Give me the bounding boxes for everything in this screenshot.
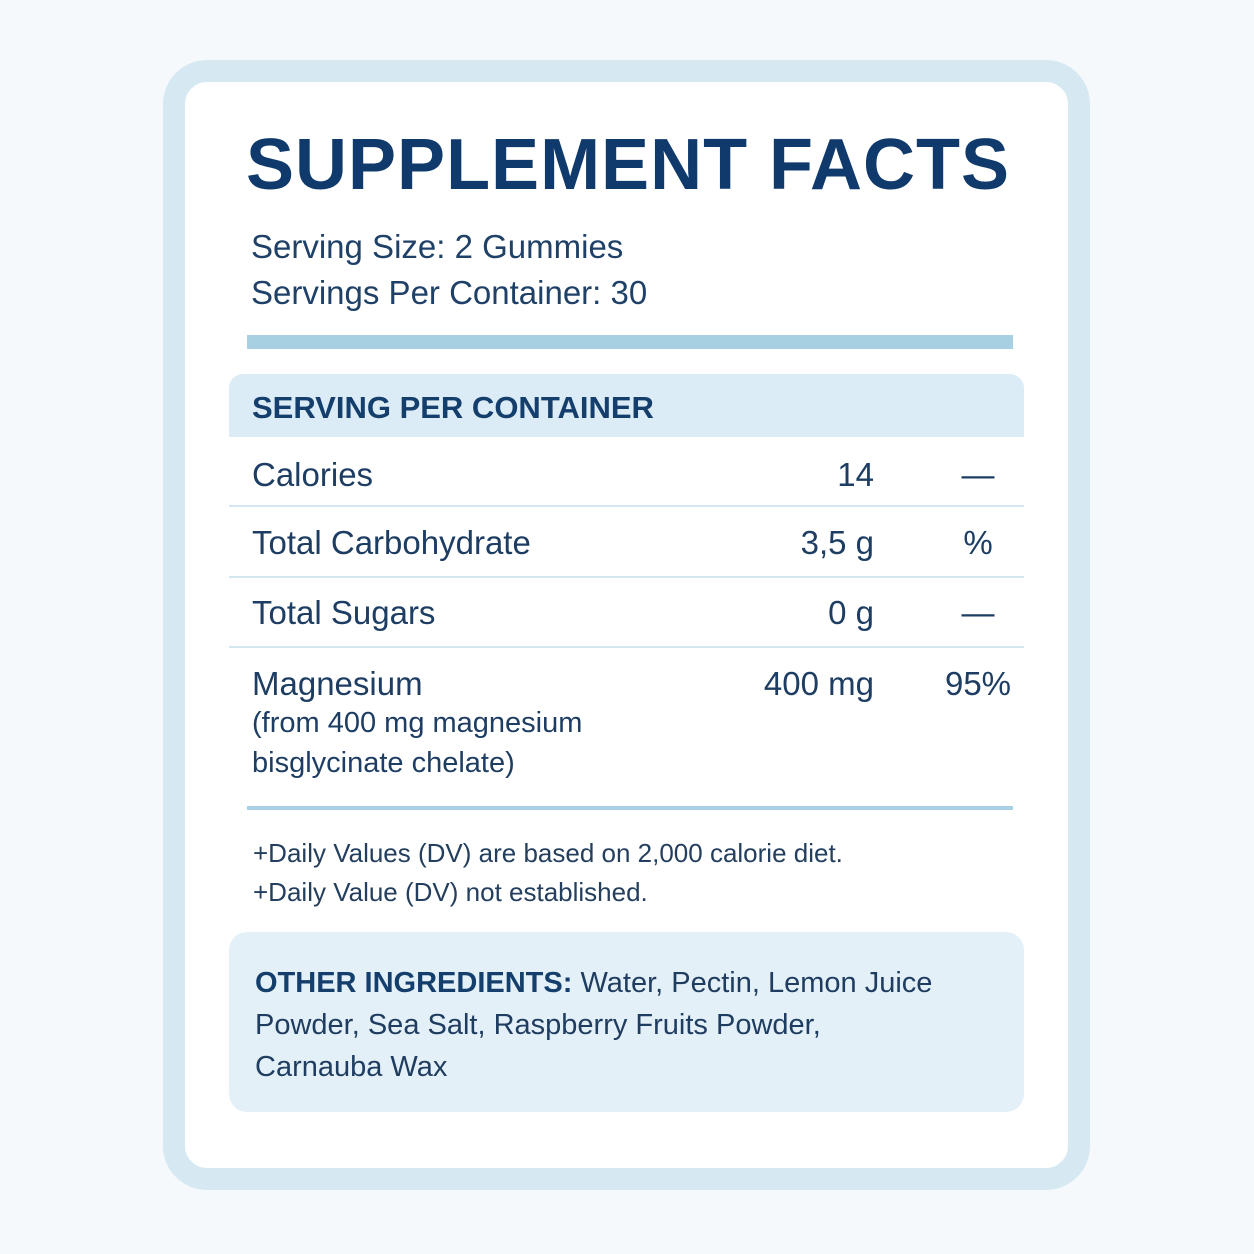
footnote: +Daily Values (DV) are based on 2,000 ca… [253, 838, 843, 868]
servings-per-container: Servings Per Container: 30 [251, 274, 648, 311]
table-header-text: SERVING PER CONTAINER [252, 390, 654, 425]
ingredients-text: Water, Pectin, Lemon Juice Powder, Sea S… [255, 967, 933, 1083]
title: SUPPLEMENT FACTS [246, 125, 1011, 205]
amount: 0 g [828, 594, 874, 631]
amount: 400 mg [763, 665, 874, 702]
divider [247, 806, 1013, 810]
ingredients: OTHER INGREDIENTS: Water, Pectin, Lemon … [255, 962, 935, 1088]
divider [247, 335, 1013, 349]
row-separator [229, 505, 1024, 507]
nutrient-name: Magnesium [252, 665, 423, 702]
nutrient-name: Total Sugars [252, 594, 436, 631]
ingredients-box: OTHER INGREDIENTS: Water, Pectin, Lemon … [229, 932, 1024, 1112]
row-separator [229, 576, 1024, 578]
nutrient-note: bisglycinate chelate) [252, 747, 515, 779]
amount: 14 [837, 456, 874, 493]
nutrient-note: (from 400 mg magnesium [252, 707, 583, 739]
ingredients-label: OTHER INGREDIENTS: [255, 967, 573, 999]
serving-size: Serving Size: 2 Gummies [251, 228, 624, 265]
daily-value: — [961, 456, 995, 493]
footnote: +Daily Value (DV) not established. [253, 877, 648, 907]
daily-value: % [963, 524, 993, 561]
nutrient-name: Total Carbohydrate [252, 524, 531, 561]
row-separator [229, 646, 1024, 648]
nutrient-name: Calories [252, 456, 374, 493]
daily-value: — [961, 594, 995, 631]
table-header: SERVING PER CONTAINER [229, 374, 1024, 437]
daily-value: 95% [944, 665, 1012, 702]
amount: 3,5 g [800, 524, 874, 561]
